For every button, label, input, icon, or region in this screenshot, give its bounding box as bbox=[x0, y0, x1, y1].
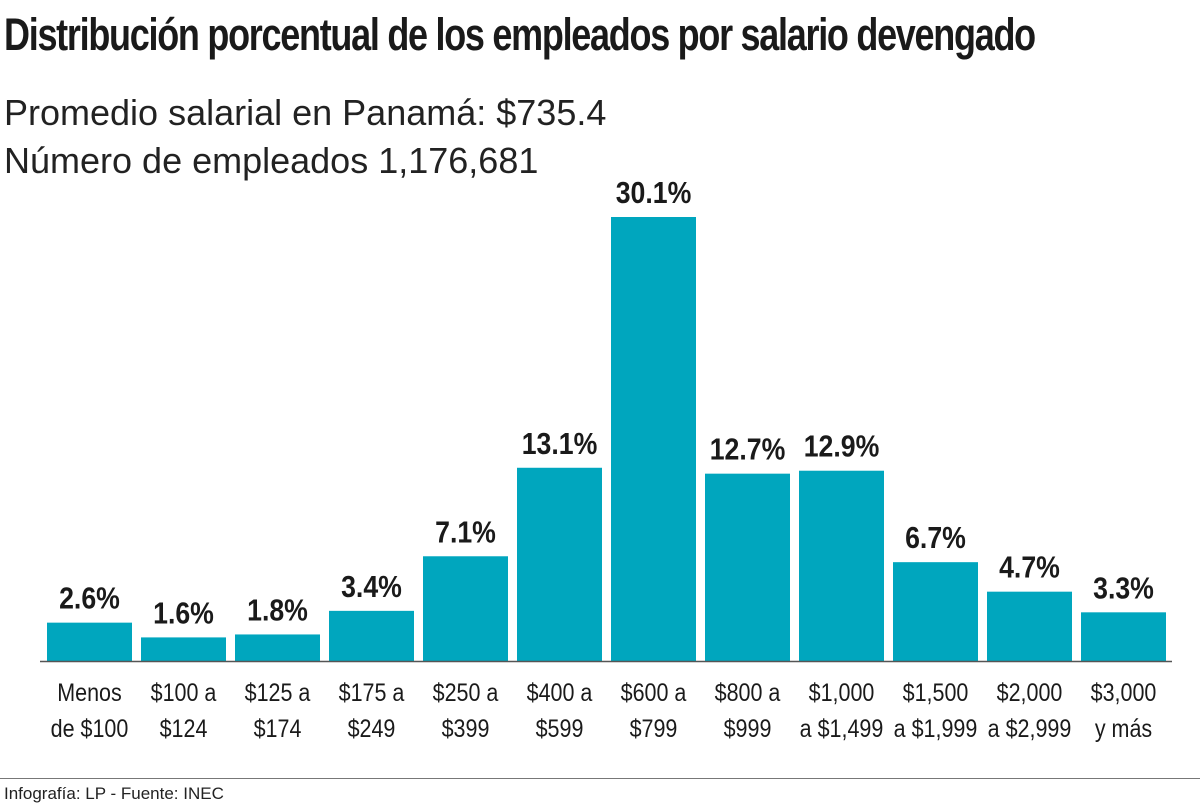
bar bbox=[987, 591, 1072, 661]
employee-count-text: Número de empleados 1,176,681 bbox=[4, 140, 539, 181]
x-tick-label: y más bbox=[1095, 714, 1152, 742]
bar bbox=[799, 470, 884, 661]
bar-value-label: 2.6% bbox=[59, 582, 120, 616]
x-tick-label: $174 bbox=[254, 714, 302, 742]
bar bbox=[329, 610, 414, 661]
bar-value-label: 6.7% bbox=[905, 521, 966, 555]
bar-value-label: 7.1% bbox=[435, 515, 496, 549]
average-salary-text: Promedio salarial en Panamá: $735.4 bbox=[4, 92, 607, 133]
x-tick-label: $125 a bbox=[245, 678, 311, 706]
bar-value-label: 1.8% bbox=[247, 594, 308, 628]
x-tick-label: Menos bbox=[57, 678, 121, 706]
bar-value-label: 3.4% bbox=[341, 570, 402, 604]
x-tick-label: $799 bbox=[630, 714, 678, 742]
x-tick-label: $250 a bbox=[433, 678, 499, 706]
bar bbox=[611, 217, 696, 661]
bar-value-label: 1.6% bbox=[153, 597, 214, 631]
x-tick-label: a $1,999 bbox=[894, 714, 978, 742]
footer-credit: Infografía: LP - Fuente: INEC bbox=[4, 784, 224, 803]
x-tick-label: $249 bbox=[348, 714, 396, 742]
x-tick-label: $175 a bbox=[339, 678, 405, 706]
x-tick-label: $600 a bbox=[621, 678, 687, 706]
bar bbox=[141, 637, 226, 661]
bar bbox=[705, 473, 790, 661]
bar bbox=[235, 634, 320, 661]
bar-value-label: 4.7% bbox=[999, 551, 1060, 585]
x-tick-label: $599 bbox=[536, 714, 584, 742]
bar-value-label: 12.9% bbox=[804, 430, 880, 464]
bar-value-label: 12.7% bbox=[710, 433, 786, 467]
bar bbox=[1081, 612, 1166, 661]
bar bbox=[517, 467, 602, 661]
x-tick-label: $3,000 bbox=[1091, 678, 1157, 706]
x-tick-label: $2,000 bbox=[997, 678, 1063, 706]
chart-title: Distribución porcentual de los empleados… bbox=[4, 9, 1036, 60]
bar-value-label: 3.3% bbox=[1093, 572, 1154, 606]
x-tick-label: $100 a bbox=[151, 678, 217, 706]
x-tick-label: $800 a bbox=[715, 678, 781, 706]
x-tick-label: $999 bbox=[724, 714, 772, 742]
x-tick-label: $400 a bbox=[527, 678, 593, 706]
x-tick-label: $1,000 bbox=[809, 678, 875, 706]
x-tick-label: $1,500 bbox=[903, 678, 969, 706]
bar bbox=[423, 556, 508, 661]
bar-value-label: 13.1% bbox=[522, 427, 598, 461]
bar-value-label: 30.1% bbox=[616, 176, 692, 210]
bar bbox=[47, 622, 132, 661]
x-tick-label: a $1,499 bbox=[800, 714, 884, 742]
x-tick-label: a $2,999 bbox=[988, 714, 1072, 742]
footer-divider bbox=[0, 778, 1200, 779]
x-tick-label: de $100 bbox=[51, 714, 129, 742]
bar bbox=[893, 562, 978, 661]
x-tick-label: $124 bbox=[160, 714, 208, 742]
x-tick-label: $399 bbox=[442, 714, 490, 742]
